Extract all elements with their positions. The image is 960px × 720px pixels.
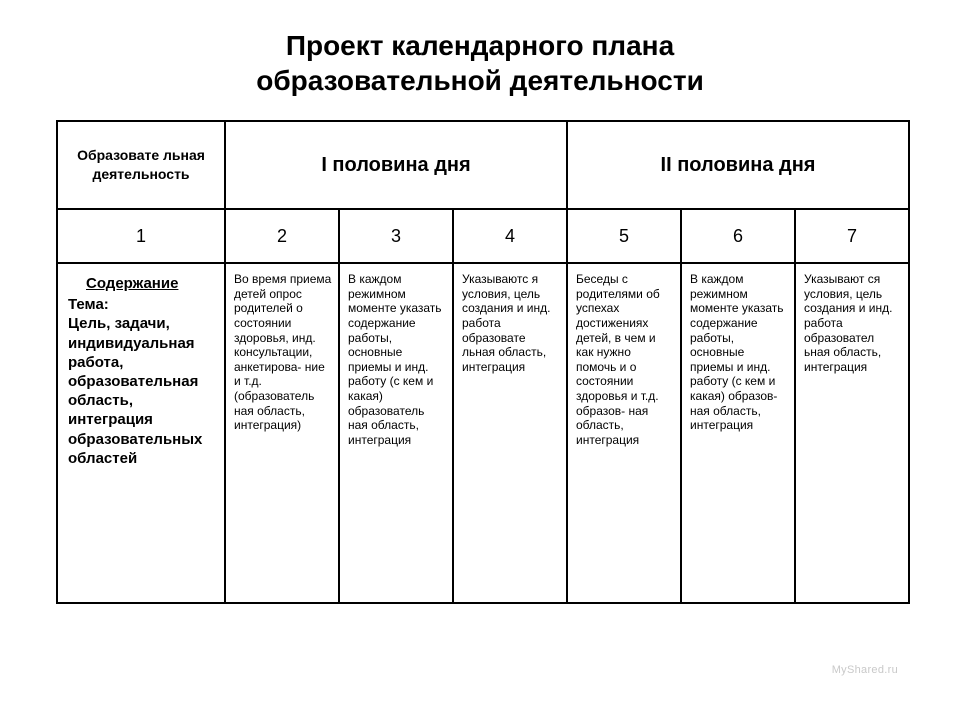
slide: Проект календарного плана образовательно… [0, 0, 960, 720]
header-first-half-text: I половина дня [321, 154, 470, 176]
table-number-row: 1 2 3 4 5 6 7 [57, 209, 909, 263]
num-5: 5 [567, 209, 681, 263]
content-left: Содержание Тема: Цель, задачи, индивидуа… [57, 263, 225, 603]
table-header-row: Образовате льная деятельность I половина… [57, 121, 909, 209]
header-activity-text: Образовате льная деятельность [77, 147, 205, 182]
title-line-2: образовательной деятельности [256, 65, 704, 96]
header-activity: Образовате льная деятельность [57, 121, 225, 209]
num-1: 1 [57, 209, 225, 263]
page-title: Проект календарного плана образовательно… [56, 28, 904, 98]
num-6: 6 [681, 209, 795, 263]
content-left-body: Тема: Цель, задачи, индивидуальная работ… [68, 296, 202, 467]
table-content-row: Содержание Тема: Цель, задачи, индивидуа… [57, 263, 909, 603]
num-4: 4 [453, 209, 567, 263]
title-line-1: Проект календарного плана [286, 30, 674, 61]
content-cell-3: В каждом режимном моменте указать содерж… [339, 263, 453, 603]
plan-table: Образовате льная деятельность I половина… [56, 120, 910, 604]
header-second-half-text: II половина дня [661, 154, 816, 176]
num-3: 3 [339, 209, 453, 263]
content-cell-2: Во время приема детей опрос родителей о … [225, 263, 339, 603]
num-2: 2 [225, 209, 339, 263]
content-left-heading: Содержание [86, 274, 178, 293]
content-cell-6: В каждом режимном моменте указать содерж… [681, 263, 795, 603]
header-second-half: II половина дня [567, 121, 909, 209]
content-cell-4: Указываютс я условия, цель создания и ин… [453, 263, 567, 603]
watermark: MyShared.ru [832, 664, 898, 676]
content-cell-5: Беседы с родителями об успехах достижени… [567, 263, 681, 603]
header-first-half: I половина дня [225, 121, 567, 209]
num-7: 7 [795, 209, 909, 263]
content-cell-7: Указывают ся условия, цель создания и ин… [795, 263, 909, 603]
